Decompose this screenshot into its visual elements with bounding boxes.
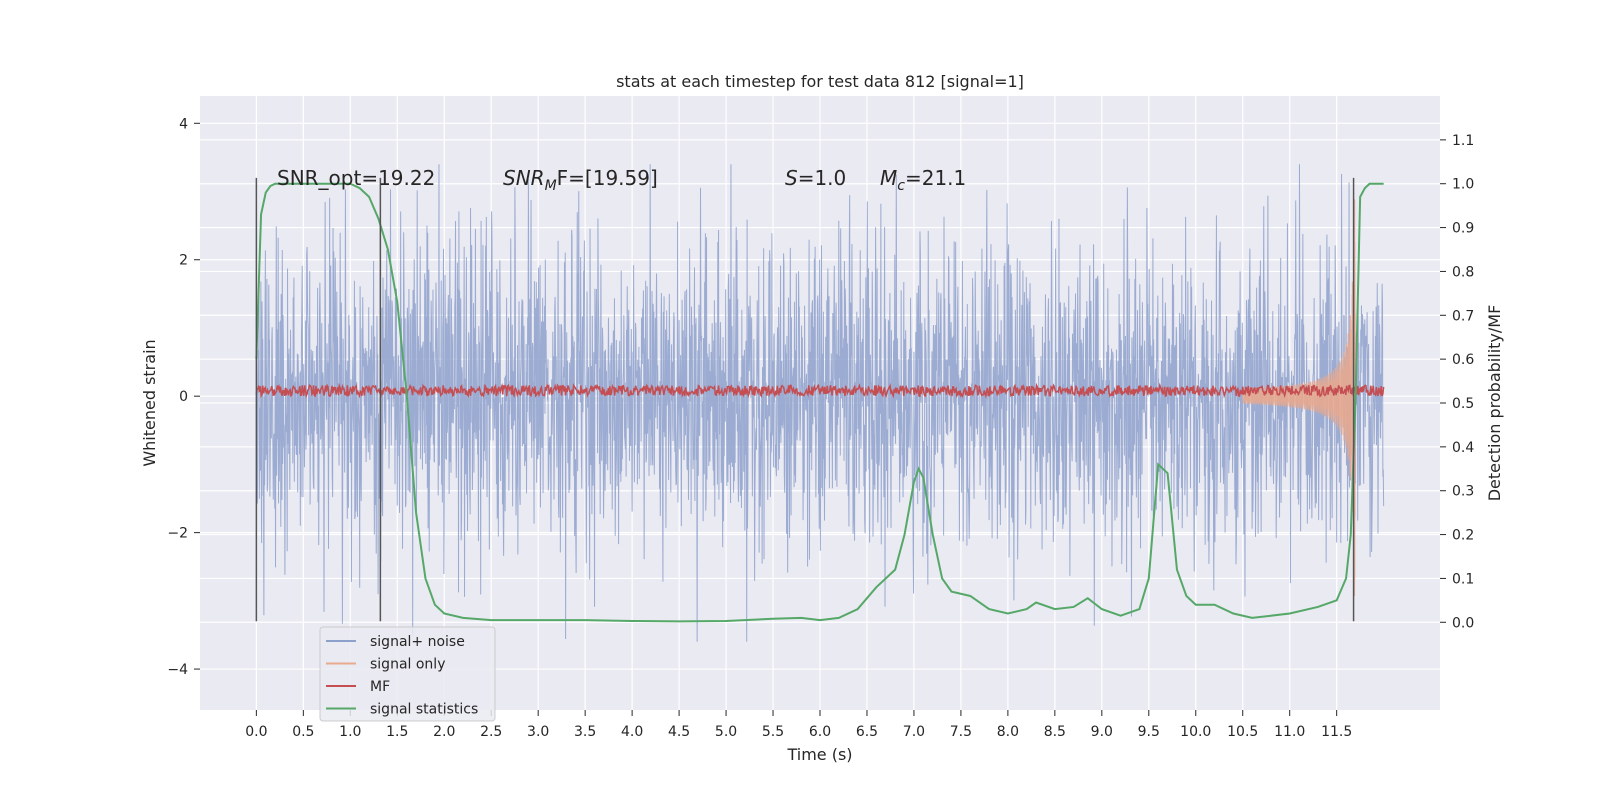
annotation-mc-value: =21.1	[905, 166, 966, 190]
y2-tick-label: 0.0	[1452, 615, 1474, 631]
y2-tick-label: 0.5	[1452, 396, 1474, 412]
legend-box	[319, 626, 496, 722]
x-tick-label: 3.0	[527, 724, 549, 740]
y2-tick-label: 0.9	[1452, 221, 1474, 237]
y-tick-label: 4	[179, 116, 188, 132]
x-tick-label: 2.0	[433, 724, 455, 740]
y2-tick-label: 1.0	[1452, 177, 1474, 193]
x-tick-label: 1.0	[339, 724, 361, 740]
plot-data	[255, 164, 1385, 642]
annotation-snr-opt: SNR_opt=19.22	[277, 166, 435, 190]
y-tick-label: −2	[167, 526, 188, 542]
x-tick-label: 4.5	[668, 724, 690, 740]
y-axis-label: Whitened strain	[140, 339, 159, 466]
annotation-s-value: =1.0	[798, 166, 847, 190]
legend-label: signal statistics	[370, 702, 478, 718]
x-tick-label: 8.0	[997, 724, 1019, 740]
y2-tick-label: 0.6	[1452, 352, 1474, 368]
series-signal-noise	[255, 164, 1385, 642]
annotation-s: S=1.0	[785, 166, 846, 190]
x-tick-label: 7.0	[903, 724, 925, 740]
x-axis-ticks: 0.0 0.5 1.0 1.5 2.0 2.5 3.0 3.5 4.0 4.5 5.0 5.5 6.0 6…	[245, 710, 1352, 740]
x-tick-label: 3.5	[574, 724, 596, 740]
y2-tick-label: 0.8	[1452, 264, 1474, 280]
y2-tick-label: 0.4	[1452, 440, 1474, 456]
y2-axis-label: Detection probability/MF	[1485, 305, 1504, 502]
chart-title: stats at each timestep for test data 812…	[616, 72, 1024, 91]
annotation-snr-mf-subscript: M	[545, 178, 557, 194]
x-tick-label: 0.0	[245, 724, 267, 740]
y2-tick-label: 0.1	[1452, 571, 1474, 587]
y-tick-label: 2	[179, 253, 188, 269]
x-tick-label: 10.5	[1227, 724, 1258, 740]
legend-label: MF	[370, 679, 390, 695]
y2-tick-label: 0.3	[1452, 484, 1474, 500]
legend-label: signal only	[370, 657, 445, 673]
y-tick-label: 0	[179, 389, 188, 405]
y2-tick-label: 0.7	[1452, 308, 1474, 324]
x-tick-label: 10.0	[1180, 724, 1211, 740]
series-signal-only	[1242, 199, 1356, 596]
y2-tick-label: 1.1	[1452, 133, 1474, 149]
x-tick-label: 9.0	[1091, 724, 1113, 740]
series-mf	[255, 382, 1385, 399]
x-tick-label: 11.5	[1321, 724, 1352, 740]
series-signal-statistics	[255, 182, 1384, 623]
annotation-mc-symbol: M	[880, 166, 897, 190]
x-tick-label: 9.5	[1138, 724, 1160, 740]
x-tick-label: 0.5	[292, 724, 314, 740]
x-tick-label: 5.5	[762, 724, 784, 740]
x-tick-label: 8.5	[1044, 724, 1066, 740]
vertical-markers	[255, 177, 1355, 622]
y-axis-ticks: −4 −2 0 2 4	[167, 116, 200, 678]
annotation-mc-subscript: c	[897, 178, 905, 194]
x-tick-label: 2.5	[480, 724, 502, 740]
x-tick-label: 4.0	[621, 724, 643, 740]
y-tick-label: −4	[167, 662, 188, 678]
x-tick-label: 7.5	[950, 724, 972, 740]
y2-axis-ticks: 0.0 0.1 0.2 0.3 0.4 0.5 0.6 0.7 0.8 0.9 1.0 1.1	[1440, 133, 1474, 631]
x-tick-label: 6.0	[809, 724, 831, 740]
annotation-s-symbol: S	[785, 166, 798, 190]
x-tick-label: 11.0	[1274, 724, 1305, 740]
x-tick-label: 5.0	[715, 724, 737, 740]
legend-label: signal+ noise	[370, 634, 465, 650]
annotation-mc: Mc=21.1	[880, 166, 966, 194]
legend: signal+ noise signal only MF signal statist…	[319, 626, 496, 722]
x-tick-label: 6.5	[856, 724, 878, 740]
annotation-snr-mf-symbol: SNR	[503, 166, 545, 190]
x-axis-label: Time (s)	[786, 745, 852, 764]
y2-tick-label: 0.2	[1452, 528, 1474, 544]
annotation-snr-mf-value: F=[19.59]	[557, 166, 658, 190]
annotation-snr-mf: SNRMF=[19.59]	[503, 166, 658, 194]
x-tick-label: 1.5	[386, 724, 408, 740]
